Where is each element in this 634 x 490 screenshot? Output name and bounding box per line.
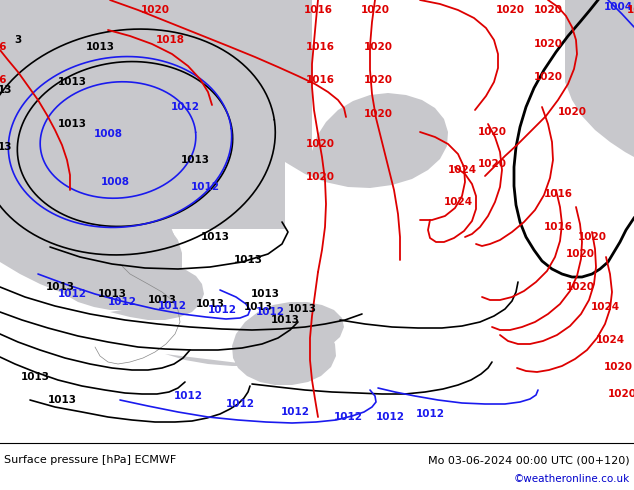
Text: 1012: 1012	[174, 391, 202, 401]
Text: 1016: 1016	[304, 5, 332, 15]
Text: 1012: 1012	[157, 301, 186, 311]
Text: 1013: 1013	[243, 302, 273, 312]
Text: 3: 3	[15, 35, 22, 45]
Text: 1024: 1024	[595, 335, 624, 345]
Text: 1013: 1013	[48, 395, 77, 405]
Text: 1024: 1024	[590, 302, 619, 312]
Text: 1016: 1016	[306, 75, 335, 85]
Text: Surface pressure [hPa] ECMWF: Surface pressure [hPa] ECMWF	[4, 455, 176, 465]
Text: 16: 16	[0, 75, 7, 85]
Text: 1020: 1020	[306, 139, 335, 149]
Text: 1020: 1020	[477, 159, 507, 169]
Text: 1012: 1012	[256, 307, 285, 317]
Text: 1024: 1024	[443, 197, 472, 207]
Text: 1012: 1012	[375, 412, 404, 422]
Text: 1020: 1020	[496, 5, 524, 15]
Text: 1020: 1020	[141, 5, 169, 15]
Text: 1020: 1020	[533, 39, 562, 49]
Text: 1012: 1012	[171, 102, 200, 112]
Text: 1020: 1020	[566, 249, 595, 259]
Text: 1013: 1013	[46, 282, 75, 292]
Text: 1012: 1012	[207, 305, 236, 315]
Text: 1020: 1020	[363, 42, 392, 52]
Text: 1013: 1013	[195, 299, 224, 309]
Polygon shape	[565, 0, 634, 157]
Text: 1013: 1013	[200, 232, 230, 242]
Text: 1016: 1016	[543, 222, 573, 232]
Polygon shape	[110, 267, 204, 320]
Text: 1013: 1013	[58, 119, 86, 129]
Polygon shape	[0, 0, 285, 310]
Text: 1012: 1012	[58, 289, 86, 299]
Text: 1013: 1013	[271, 315, 299, 325]
Text: 1013: 1013	[58, 77, 86, 87]
Text: 1020: 1020	[533, 5, 562, 15]
Text: 16: 16	[0, 42, 7, 52]
Text: 1016: 1016	[306, 42, 335, 52]
Text: 1012: 1012	[190, 182, 219, 192]
Text: 1024: 1024	[448, 165, 477, 175]
Text: 1008: 1008	[93, 129, 122, 139]
Text: 1012: 1012	[333, 412, 363, 422]
Text: ©weatheronline.co.uk: ©weatheronline.co.uk	[514, 474, 630, 485]
Text: 1020: 1020	[607, 389, 634, 399]
Polygon shape	[285, 0, 448, 188]
Text: 13: 13	[0, 142, 12, 152]
Text: 1020: 1020	[363, 75, 392, 85]
Text: 1020: 1020	[477, 127, 507, 137]
Text: 1016: 1016	[543, 189, 573, 199]
Text: 1004: 1004	[604, 2, 633, 12]
Text: 1013: 1013	[250, 289, 280, 299]
Polygon shape	[600, 0, 634, 150]
Text: 1020: 1020	[533, 72, 562, 82]
Text: 13: 13	[0, 85, 12, 95]
Text: 10: 10	[627, 5, 634, 15]
Text: 1012: 1012	[108, 297, 136, 307]
Text: 1013: 1013	[233, 255, 262, 265]
Text: 1013: 1013	[86, 42, 115, 52]
Text: 1012: 1012	[226, 399, 254, 409]
Text: 1013: 1013	[148, 295, 176, 305]
Text: 1012: 1012	[415, 409, 444, 419]
Text: 1020: 1020	[363, 109, 392, 119]
Text: 1020: 1020	[557, 107, 586, 117]
Text: 1020: 1020	[306, 172, 335, 182]
Text: 1020: 1020	[566, 282, 595, 292]
Text: Mo 03-06-2024 00:00 UTC (00+120): Mo 03-06-2024 00:00 UTC (00+120)	[429, 455, 630, 465]
Text: 1018: 1018	[155, 35, 184, 45]
Text: 1008: 1008	[101, 177, 129, 187]
Text: 1013: 1013	[20, 372, 49, 382]
Text: 1013: 1013	[98, 289, 127, 299]
Text: 1020: 1020	[604, 362, 633, 372]
Text: 1020: 1020	[578, 232, 607, 242]
Polygon shape	[165, 302, 344, 385]
Text: 1020: 1020	[361, 5, 389, 15]
Text: 1013: 1013	[287, 304, 316, 314]
Text: 1013: 1013	[181, 155, 209, 165]
Text: 1012: 1012	[280, 407, 309, 417]
